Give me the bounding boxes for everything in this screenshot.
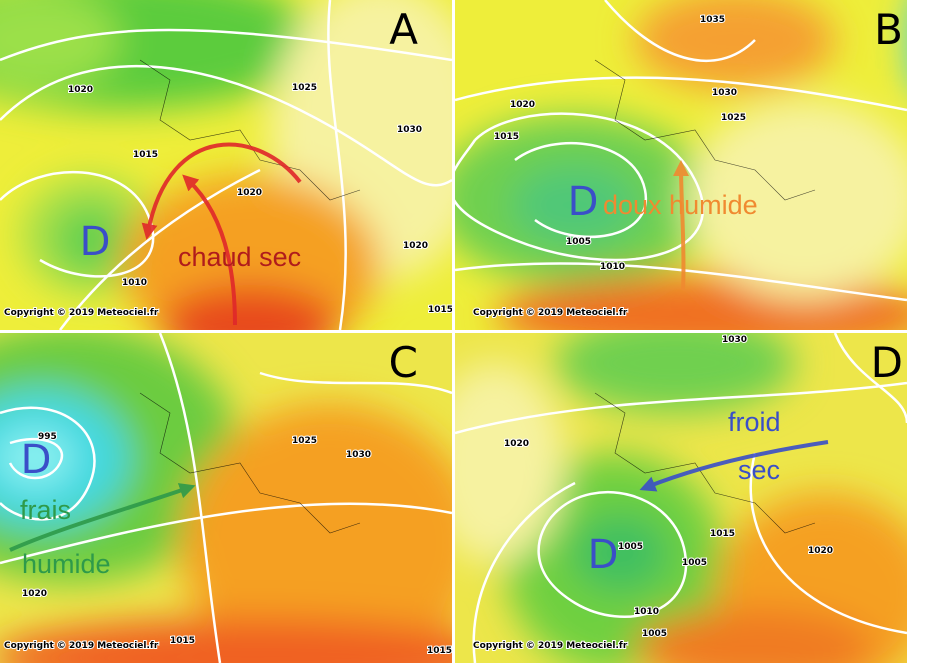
isobar-label: 1010 [634, 607, 659, 617]
coastline [139, 392, 361, 534]
flow-arrow [182, 174, 237, 326]
isobar-label: 1020 [808, 546, 833, 556]
isobar-label: 1020 [68, 85, 93, 95]
isobar [537, 491, 688, 618]
isobar-label: 1015 [133, 150, 158, 160]
isobar [749, 452, 907, 635]
map-panel: 1020 1025 1030 1015 1020 1020 1010 1015 chaud se… [0, 0, 453, 330]
isobar-label: 1025 [292, 436, 317, 446]
low-pressure: D [568, 179, 599, 225]
panel-letter: C [389, 338, 418, 387]
panel-letter: A [389, 5, 418, 54]
isobar [472, 481, 576, 663]
flow-arrow [673, 160, 690, 291]
coastline [594, 392, 816, 534]
isobar [455, 381, 907, 435]
isobar-label: 1005 [618, 542, 643, 552]
field-blob [160, 285, 340, 330]
isobar-label: 1010 [122, 278, 147, 288]
field-blob [910, 0, 933, 100]
isobar [0, 64, 452, 187]
annotation: frais [20, 495, 71, 525]
isobar-label: 1015 [710, 529, 735, 539]
isobar-label: 1020 [403, 241, 428, 251]
isobar [158, 333, 222, 663]
field-blob [635, 0, 835, 90]
isobar-label: 1030 [712, 88, 737, 98]
isobar-label: 1015 [428, 305, 453, 315]
panel-letter: D [871, 338, 903, 387]
isobar-label: 1025 [721, 113, 746, 123]
isobar-label: 1030 [722, 335, 747, 345]
isobar [0, 406, 96, 521]
isobar-label: 1020 [510, 100, 535, 110]
annotation: chaud sec [178, 242, 301, 272]
isobar-label: 1020 [237, 188, 262, 198]
isobar [8, 437, 64, 480]
isobar [833, 333, 907, 424]
flow-arrow [141, 142, 302, 240]
field-blob [0, 618, 452, 663]
copyright: Copyright © 2019 Meteociel.fr [4, 308, 159, 318]
isobar-label: 1015 [170, 636, 195, 646]
isobar [0, 502, 452, 565]
isobar-label: 1025 [292, 83, 317, 93]
flow-arrow [9, 483, 196, 552]
isobar [259, 371, 452, 395]
annotation: froid [728, 407, 781, 437]
annotation: humide [22, 549, 111, 579]
isobar-label: 1030 [397, 125, 422, 135]
copyright: Copyright © 2019 Meteociel.fr [4, 641, 159, 651]
isobar-label: 1020 [504, 439, 529, 449]
field-blob [55, 205, 125, 275]
isobar-label: 1015 [494, 132, 519, 142]
map-panel: 995 1025 1030 1020 1015 1015 frais humide D C Copy… [0, 333, 452, 663]
flow-arrow [639, 440, 829, 492]
copyright: Copyright © 2019 Meteociel.fr [473, 641, 628, 651]
isobar-label: 1005 [642, 629, 667, 639]
isobar-label: 995 [38, 432, 57, 442]
isobar [327, 0, 347, 330]
low-pressure: D [21, 437, 52, 483]
annotation: sec [738, 455, 780, 485]
field-blob [0, 0, 120, 90]
annotation: doux humide [603, 190, 758, 220]
copyright: Copyright © 2019 Meteociel.fr [473, 308, 628, 318]
field-blob [455, 363, 565, 563]
field-blob [570, 513, 670, 593]
isobar [604, 0, 756, 62]
field-blob [555, 333, 795, 413]
color-field [0, 0, 452, 330]
isobar [455, 76, 907, 112]
isobar [514, 141, 648, 239]
low-pressure: D [588, 532, 619, 578]
isobar-label: 1015 [427, 646, 452, 656]
isobar [59, 168, 261, 330]
isobar [455, 262, 907, 302]
isobar-label: 1005 [566, 237, 591, 247]
low-pressure: D [80, 219, 111, 265]
isobar-label: 1010 [600, 262, 625, 272]
isobar-label: 1030 [346, 450, 371, 460]
isobar-label: 1035 [700, 15, 725, 25]
map-panel: 1035 1020 1015 1030 1025 1005 1010 1020 doux hum… [455, 0, 933, 330]
isobar-label: 1005 [682, 558, 707, 568]
field-blob [635, 608, 875, 663]
field-blob [685, 100, 907, 300]
isobar [455, 112, 704, 262]
isobar-label: 1020 [22, 589, 47, 599]
isobar-label: 1020 [908, 292, 933, 302]
map-panel: 1030 1020 1015 1005 1005 1020 1010 1005 froid sec… [455, 333, 907, 663]
field-blob [180, 403, 452, 663]
panel-letter: B [874, 5, 903, 54]
coastline [139, 59, 361, 201]
coastline [594, 59, 816, 201]
isobar [0, 28, 452, 62]
